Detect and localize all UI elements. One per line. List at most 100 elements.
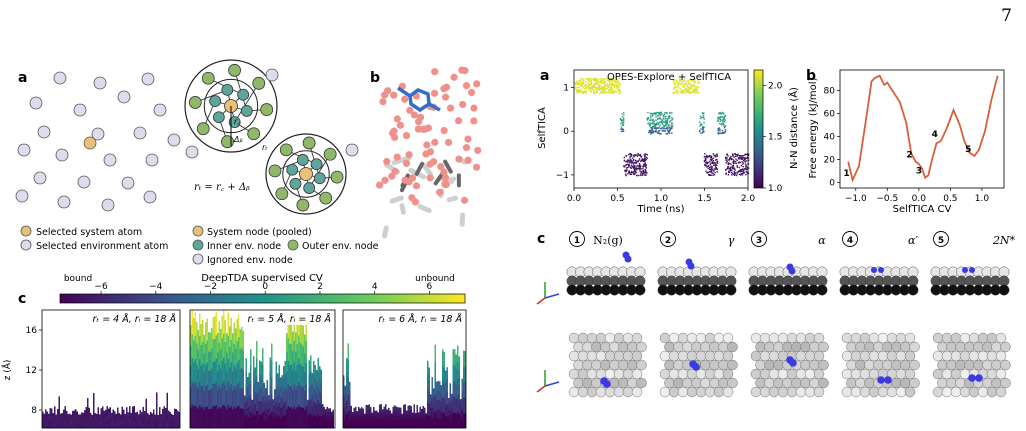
scatter-point bbox=[738, 170, 741, 172]
scatter-point bbox=[670, 125, 672, 127]
scatter-point bbox=[607, 88, 610, 90]
scatter-point bbox=[646, 118, 649, 120]
strip-data bbox=[174, 416, 176, 421]
scatter-point bbox=[629, 153, 632, 155]
scatter-point bbox=[700, 124, 703, 126]
strip-data bbox=[88, 423, 90, 429]
scatter-point bbox=[599, 89, 601, 91]
scatter-point bbox=[623, 159, 626, 162]
scatter-point bbox=[625, 173, 627, 175]
strip-data bbox=[433, 396, 435, 405]
strip-data bbox=[218, 364, 220, 386]
scatter-point bbox=[707, 174, 710, 176]
strip-data bbox=[153, 413, 155, 418]
strip-data bbox=[141, 424, 143, 429]
strip-data bbox=[434, 378, 436, 396]
strip-data bbox=[121, 423, 123, 429]
strip-data bbox=[132, 410, 134, 416]
scatter-point bbox=[712, 174, 714, 176]
scatter-point bbox=[610, 91, 613, 94]
scatter-point bbox=[668, 125, 670, 127]
strip-data bbox=[100, 424, 102, 429]
panel-a-label: a bbox=[18, 70, 27, 86]
strip-data bbox=[200, 344, 202, 366]
strip-data bbox=[305, 384, 307, 407]
strip-data bbox=[430, 421, 432, 429]
strip-data bbox=[371, 418, 373, 423]
scatter-point bbox=[590, 83, 593, 85]
strip-data bbox=[461, 418, 463, 429]
scatter-point bbox=[716, 160, 719, 163]
strip-data bbox=[177, 410, 179, 415]
strip-data bbox=[215, 404, 217, 429]
scatter-point bbox=[656, 123, 658, 126]
strip-data bbox=[64, 423, 66, 429]
strip-data bbox=[206, 318, 208, 341]
slab-atom-top bbox=[941, 332, 953, 344]
strip-data bbox=[256, 358, 258, 377]
strip-data bbox=[120, 417, 122, 421]
scatter-point bbox=[702, 114, 705, 117]
scatter-point bbox=[621, 127, 624, 130]
ligand-ring bbox=[408, 88, 431, 113]
scatter-point bbox=[670, 120, 672, 122]
slab-atom-top bbox=[622, 386, 634, 398]
slab-atom-top bbox=[604, 386, 616, 398]
scatter-point bbox=[578, 79, 580, 81]
water-oxygen bbox=[467, 88, 476, 97]
slab-atom-top bbox=[773, 359, 784, 371]
colorbar-tick-label: −4 bbox=[149, 282, 163, 292]
scatter-point bbox=[695, 89, 697, 91]
scatter-point bbox=[687, 80, 689, 83]
scatter-point bbox=[596, 91, 599, 93]
strip-data bbox=[409, 409, 411, 415]
strip-data bbox=[139, 413, 141, 418]
strip-data bbox=[307, 411, 309, 418]
strip-data bbox=[227, 312, 229, 336]
scatter-point bbox=[596, 84, 599, 86]
strip-data bbox=[464, 366, 466, 383]
scatter-point bbox=[658, 127, 660, 129]
strip-data bbox=[191, 381, 193, 405]
slab-atom-top bbox=[886, 386, 898, 398]
scatter-point bbox=[629, 159, 631, 161]
scatter-point bbox=[665, 123, 668, 125]
state-number: 3 bbox=[756, 236, 762, 246]
slab-atom-top bbox=[904, 350, 916, 362]
strip-data bbox=[305, 318, 307, 341]
strip-data bbox=[419, 415, 421, 420]
strip-data bbox=[226, 409, 228, 429]
strip-data bbox=[398, 411, 400, 416]
strip-data bbox=[298, 335, 300, 359]
scatter-point bbox=[652, 118, 654, 121]
strip-data bbox=[308, 400, 310, 415]
strip-data bbox=[84, 420, 86, 425]
strip-data bbox=[147, 416, 149, 420]
strip-data bbox=[250, 380, 252, 397]
scatter-point bbox=[621, 130, 624, 132]
strip-data bbox=[162, 416, 164, 421]
scatter-point bbox=[580, 77, 582, 80]
strip-data bbox=[108, 424, 110, 429]
scatter-point bbox=[727, 167, 729, 169]
ignored-env-node bbox=[265, 68, 279, 82]
strip-data bbox=[463, 366, 465, 382]
strip-data bbox=[221, 405, 223, 429]
scatter-point bbox=[615, 85, 618, 88]
strip-data bbox=[352, 421, 354, 426]
strip-data bbox=[73, 417, 75, 422]
strip-data bbox=[166, 420, 168, 429]
strip-data bbox=[67, 425, 69, 429]
strip-data bbox=[398, 423, 400, 429]
strip-data bbox=[144, 414, 146, 419]
scatter-point bbox=[652, 132, 654, 134]
strip-data bbox=[209, 332, 211, 352]
scatter-point bbox=[582, 79, 584, 82]
strip-data bbox=[154, 417, 156, 421]
strip-data bbox=[398, 407, 400, 412]
slab-atom-top bbox=[986, 368, 998, 380]
scatter-point bbox=[625, 163, 628, 166]
strip-data bbox=[236, 362, 238, 385]
strip-data bbox=[367, 409, 369, 415]
strip-data bbox=[193, 406, 195, 429]
